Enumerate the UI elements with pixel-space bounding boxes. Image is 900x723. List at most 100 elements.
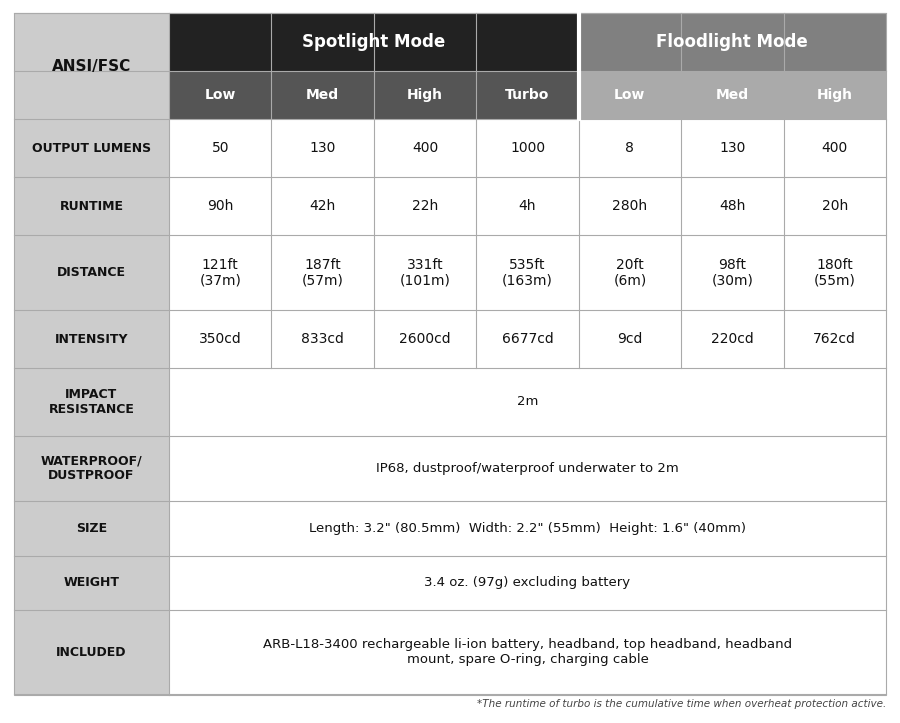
Text: 331ft
(101m): 331ft (101m)	[400, 257, 451, 288]
Text: 280h: 280h	[612, 199, 647, 213]
Text: INTENSITY: INTENSITY	[55, 333, 128, 346]
Text: IP68, dustproof/waterproof underwater to 2m: IP68, dustproof/waterproof underwater to…	[376, 462, 679, 475]
Bar	[272, 71, 374, 119]
Bar	[14, 501, 169, 555]
Text: OUTPUT LUMENS: OUTPUT LUMENS	[32, 142, 151, 155]
Bar	[14, 310, 169, 368]
Text: WATERPROOF/
DUSTPROOF: WATERPROOF/ DUSTPROOF	[40, 455, 142, 482]
Bar	[14, 119, 169, 177]
Bar	[784, 119, 886, 177]
Bar	[681, 235, 784, 310]
Bar	[476, 310, 579, 368]
Bar	[579, 310, 681, 368]
Text: 4h: 4h	[518, 199, 536, 213]
Bar	[14, 436, 169, 501]
Text: 121ft
(37m): 121ft (37m)	[199, 257, 241, 288]
Text: SIZE: SIZE	[76, 522, 107, 535]
Text: 1000: 1000	[510, 141, 545, 155]
Text: 130: 130	[719, 141, 745, 155]
Bar	[476, 119, 579, 177]
Text: WEIGHT: WEIGHT	[64, 576, 120, 589]
Bar	[374, 71, 476, 119]
Text: 762cd: 762cd	[814, 332, 856, 346]
Bar	[14, 235, 169, 310]
Text: Floodlight Mode: Floodlight Mode	[656, 33, 808, 51]
Text: RUNTIME: RUNTIME	[59, 200, 123, 213]
Bar	[14, 177, 169, 235]
Text: High: High	[407, 88, 443, 102]
Text: 20h: 20h	[822, 199, 848, 213]
Bar	[169, 555, 886, 610]
Text: 220cd: 220cd	[711, 332, 753, 346]
Bar	[169, 235, 272, 310]
Text: 833cd: 833cd	[302, 332, 344, 346]
Text: 2m: 2m	[517, 395, 538, 408]
Text: 90h: 90h	[207, 199, 233, 213]
Text: IMPACT
RESISTANCE: IMPACT RESISTANCE	[49, 388, 134, 416]
Bar	[374, 177, 476, 235]
Bar	[374, 119, 476, 177]
Text: 3.4 oz. (97g) excluding battery: 3.4 oz. (97g) excluding battery	[425, 576, 631, 589]
Bar	[681, 119, 784, 177]
Bar	[374, 235, 476, 310]
Text: Med: Med	[306, 88, 339, 102]
Bar	[476, 177, 579, 235]
Text: 6677cd: 6677cd	[501, 332, 554, 346]
Text: 20ft
(6m): 20ft (6m)	[613, 257, 646, 288]
Text: 50: 50	[212, 141, 229, 155]
Bar	[681, 71, 784, 119]
Text: 187ft
(57m): 187ft (57m)	[302, 257, 344, 288]
Text: Length: 3.2" (80.5mm)  Width: 2.2" (55mm)  Height: 1.6" (40mm): Length: 3.2" (80.5mm) Width: 2.2" (55mm)…	[309, 522, 746, 535]
Text: INCLUDED: INCLUDED	[56, 646, 127, 659]
Bar	[14, 13, 169, 119]
Bar	[476, 235, 579, 310]
Bar	[272, 235, 374, 310]
Bar	[476, 71, 579, 119]
Bar	[579, 13, 886, 71]
Text: 400: 400	[412, 141, 438, 155]
Text: Low: Low	[614, 88, 645, 102]
Text: 180ft
(55m): 180ft (55m)	[814, 257, 856, 288]
Bar	[169, 436, 886, 501]
Text: *The runtime of turbo is the cumulative time when overheat protection active.: *The runtime of turbo is the cumulative …	[477, 699, 886, 709]
Bar	[14, 610, 169, 694]
Bar	[579, 177, 681, 235]
Text: Low: Low	[204, 88, 236, 102]
Text: 2600cd: 2600cd	[400, 332, 451, 346]
Text: 22h: 22h	[412, 199, 438, 213]
Bar	[169, 13, 579, 71]
Text: 400: 400	[822, 141, 848, 155]
Bar	[169, 610, 886, 694]
Bar	[681, 310, 784, 368]
Text: 130: 130	[310, 141, 336, 155]
Text: Med: Med	[716, 88, 749, 102]
Bar	[784, 310, 886, 368]
Text: 535ft
(163m): 535ft (163m)	[502, 257, 553, 288]
Text: 8: 8	[626, 141, 634, 155]
Bar	[784, 177, 886, 235]
Bar	[169, 501, 886, 555]
Bar	[272, 177, 374, 235]
Bar	[169, 310, 272, 368]
Text: ANSI/FSC: ANSI/FSC	[52, 59, 131, 74]
Bar	[272, 310, 374, 368]
Text: 42h: 42h	[310, 199, 336, 213]
Text: High: High	[817, 88, 853, 102]
Bar	[681, 177, 784, 235]
Bar	[579, 71, 681, 119]
Text: Spotlight Mode: Spotlight Mode	[302, 33, 446, 51]
Text: 9cd: 9cd	[617, 332, 643, 346]
Bar	[169, 368, 886, 436]
Bar	[579, 235, 681, 310]
Bar	[784, 71, 886, 119]
Text: ARB-L18-3400 rechargeable li-ion battery, headband, top headband, headband
mount: ARB-L18-3400 rechargeable li-ion battery…	[263, 638, 792, 666]
Bar	[169, 177, 272, 235]
Bar	[169, 71, 272, 119]
Text: 350cd: 350cd	[199, 332, 241, 346]
Text: 98ft
(30m): 98ft (30m)	[711, 257, 753, 288]
Text: Turbo: Turbo	[505, 88, 550, 102]
Bar	[14, 555, 169, 610]
Text: 48h: 48h	[719, 199, 745, 213]
Bar	[272, 119, 374, 177]
Text: DISTANCE: DISTANCE	[57, 266, 126, 279]
